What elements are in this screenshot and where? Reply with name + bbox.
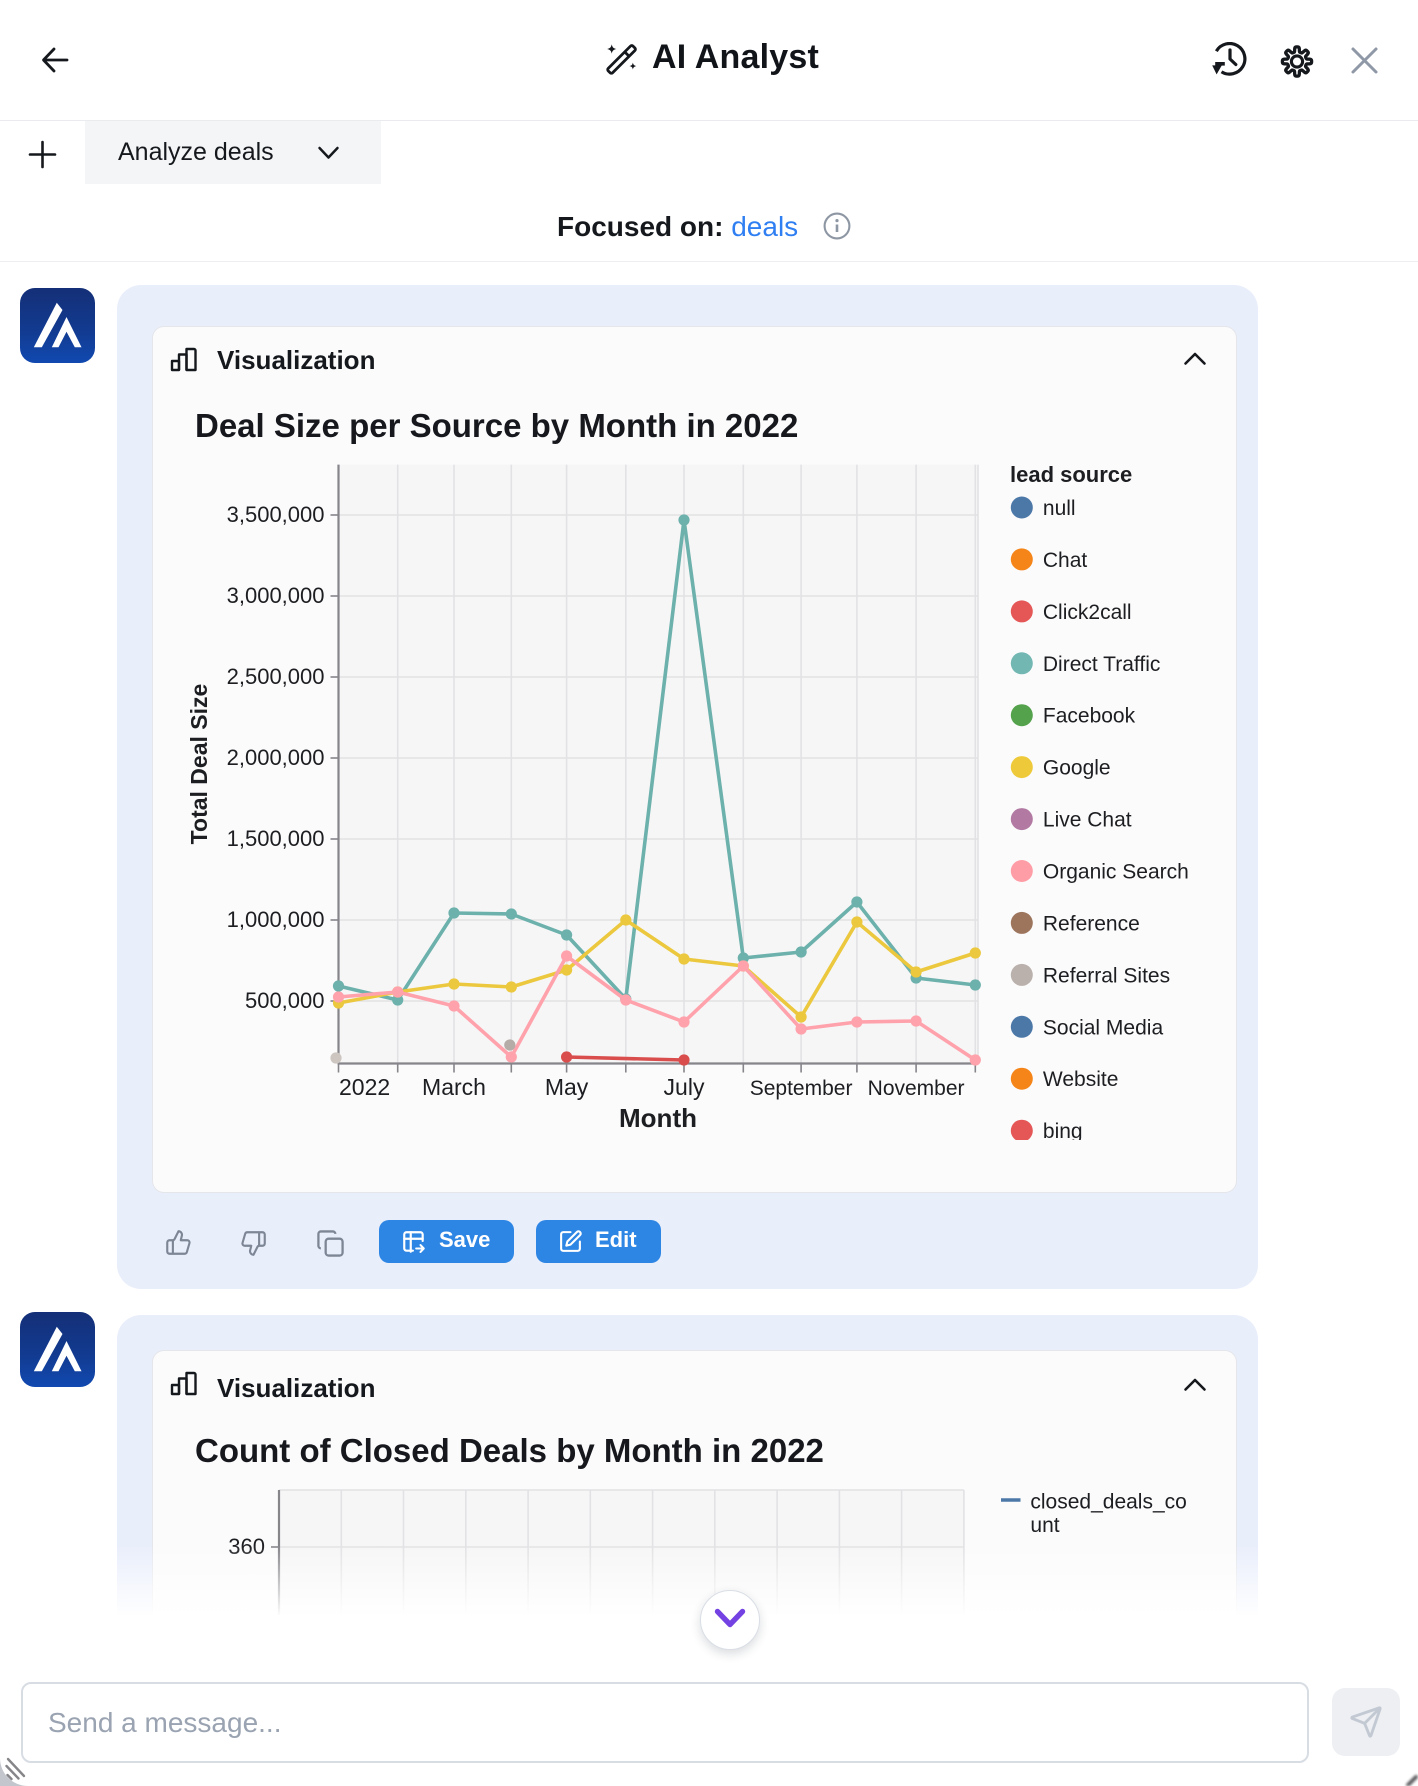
- svg-text:lead source: lead source: [1010, 462, 1132, 487]
- svg-text:Google: Google: [1043, 757, 1111, 780]
- svg-text:May: May: [545, 1074, 589, 1100]
- svg-text:Facebook: Facebook: [1043, 705, 1136, 728]
- svg-text:closed_deals_co: closed_deals_co: [1030, 1491, 1186, 1514]
- svg-text:1,500,000: 1,500,000: [227, 826, 325, 851]
- svg-text:2,500,000: 2,500,000: [227, 664, 325, 689]
- svg-text:1,000,000: 1,000,000: [227, 907, 325, 932]
- svg-text:Organic Search: Organic Search: [1043, 861, 1189, 884]
- svg-text:Website: Website: [1043, 1068, 1118, 1091]
- svg-text:Live Chat: Live Chat: [1043, 809, 1132, 832]
- svg-text:3,500,000: 3,500,000: [227, 502, 325, 527]
- svg-text:Total Deal Size: Total Deal Size: [186, 684, 212, 845]
- svg-text:Chat: Chat: [1043, 549, 1088, 572]
- svg-text:Social Media: Social Media: [1043, 1016, 1164, 1039]
- svg-text:bing: bing: [1043, 1120, 1083, 1140]
- svg-text:November: November: [868, 1077, 965, 1100]
- svg-text:null: null: [1043, 497, 1076, 520]
- svg-text:Reference: Reference: [1043, 912, 1140, 935]
- svg-text:unt: unt: [1030, 1514, 1059, 1537]
- svg-text:March: March: [422, 1074, 486, 1100]
- svg-text:Click2call: Click2call: [1043, 601, 1132, 624]
- svg-text:Direct Traffic: Direct Traffic: [1043, 653, 1160, 676]
- svg-text:500,000: 500,000: [245, 988, 325, 1013]
- svg-text:Month: Month: [619, 1103, 697, 1133]
- svg-text:July: July: [664, 1074, 705, 1100]
- svg-text:Referral Sites: Referral Sites: [1043, 964, 1170, 987]
- svg-text:3,000,000: 3,000,000: [227, 583, 325, 608]
- svg-text:September: September: [750, 1077, 853, 1100]
- svg-text:2,000,000: 2,000,000: [227, 745, 325, 770]
- svg-text:2022: 2022: [339, 1074, 390, 1100]
